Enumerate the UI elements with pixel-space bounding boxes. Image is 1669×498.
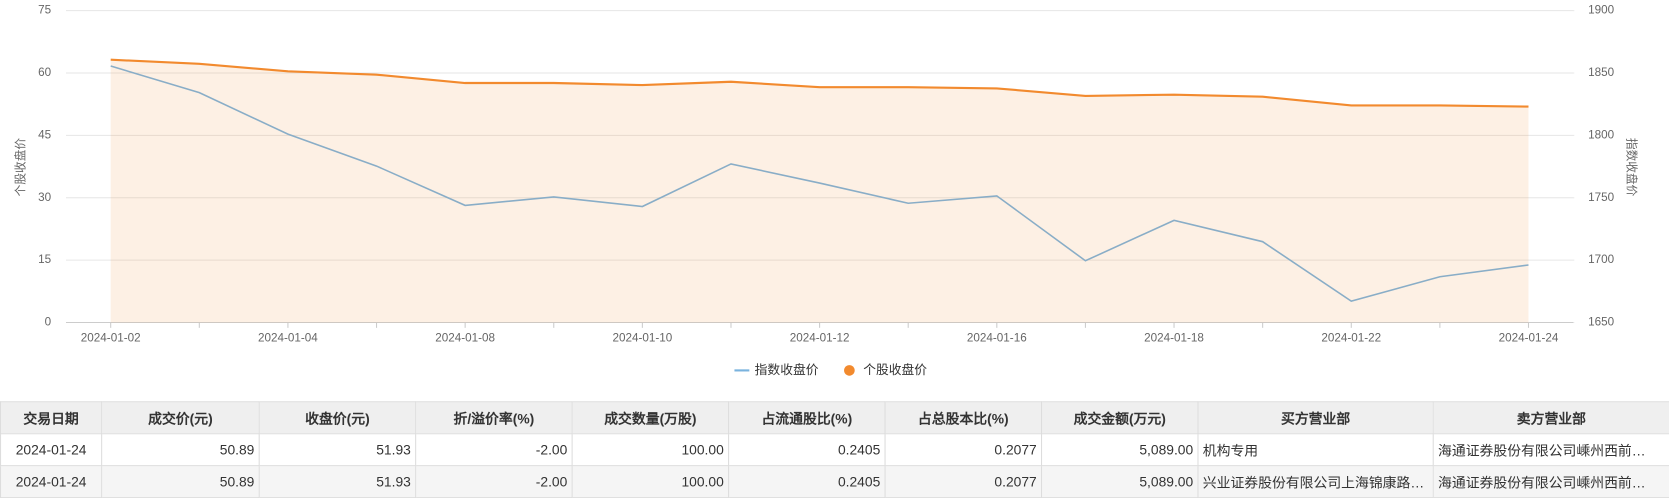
- legend-symbol: [844, 365, 855, 376]
- header-row: 交易日期 成交价(元) 收盘价(元) 折/溢价率(%) 成交数量(万股) 占流通股比(%)…: [0, 401, 1669, 435]
- column-header: 成交价(元): [101, 401, 260, 435]
- table-cell: 50.89: [101, 433, 260, 467]
- chart: 0 15 30 45 60 75 1650 1700 1750 1800 1850 1900 个股收盘价…: [13, 4, 1639, 377]
- table-cell: 0.2077: [884, 433, 1043, 467]
- y2-tick-label: 1850: [1588, 66, 1615, 79]
- y-tick-label: 15: [38, 253, 52, 266]
- table-cell: 机构专用: [1197, 433, 1434, 467]
- x-tick-label: 2024-01-02: [81, 332, 141, 345]
- legend-label: 个股收盘价: [863, 362, 927, 377]
- x-tick-label: 2024-01-18: [1144, 332, 1204, 345]
- x-tick-label: 2024-01-04: [258, 332, 318, 345]
- table-cell: 兴业证券股份有限公司上海锦康路…: [1197, 465, 1434, 498]
- table-cell: 5,089.00: [1040, 433, 1199, 467]
- x-tick-label: 2024-01-24: [1499, 332, 1559, 345]
- y-axis-label: 个股收盘价: [13, 138, 27, 197]
- x-tick-label: 2024-01-12: [790, 332, 850, 345]
- y2-tick-label: 1750: [1588, 191, 1615, 204]
- table-cell: 2024-01-24: [0, 465, 103, 498]
- column-header: 折/溢价率(%): [415, 401, 573, 435]
- legend-item: 指数收盘价: [734, 362, 819, 377]
- y-tick-label: 0: [45, 316, 52, 329]
- y2-tick-label: 1650: [1588, 316, 1615, 329]
- table-row: 2024-01-24 50.89 51.93 -2.00 100.00 0.2405 0.2…: [0, 433, 1669, 467]
- column-header: 卖方营业部: [1432, 401, 1669, 435]
- area: [110, 59, 1529, 323]
- column-header: 成交数量(万股): [571, 401, 730, 435]
- column-header: 交易日期: [0, 401, 103, 435]
- y-tick-label: 75: [38, 4, 52, 17]
- table-cell: 100.00: [571, 433, 730, 467]
- legend-item: 个股收盘价: [844, 362, 927, 377]
- table-cell: -2.00: [415, 433, 573, 467]
- x-tick-label: 2024-01-22: [1321, 332, 1381, 345]
- table-cell: 0.2077: [884, 465, 1043, 498]
- table-cell: 51.93: [258, 433, 417, 467]
- column-header: 占流通股比(%): [728, 401, 886, 435]
- line: [110, 58, 1529, 108]
- trade-table: 交易日期 成交价(元) 收盘价(元) 折/溢价率(%) 成交数量(万股) 占流通股比(%)…: [0, 401, 1669, 498]
- line: [110, 65, 1529, 303]
- table-cell: 海通证券股份有限公司嵊州西前…: [1432, 433, 1669, 467]
- table-cell: 0.2405: [728, 465, 886, 498]
- column-header: 买方营业部: [1197, 401, 1434, 435]
- y2-axis-label: 指数收盘价: [1625, 138, 1639, 197]
- table-cell: -2.00: [415, 465, 573, 498]
- y-tick-label: 60: [38, 66, 52, 79]
- legend-label: 指数收盘价: [755, 362, 819, 377]
- table-cell: 100.00: [571, 465, 730, 498]
- y2-tick-label: 1900: [1588, 4, 1615, 17]
- y-tick-label: 45: [38, 128, 52, 141]
- table-cell: 2024-01-24: [0, 433, 103, 467]
- table-cell: 5,089.00: [1040, 465, 1199, 498]
- y2-tick-label: 1800: [1588, 128, 1615, 141]
- x-tick-label: 2024-01-10: [612, 332, 672, 345]
- x-tick-label: 2024-01-16: [967, 332, 1027, 345]
- x-tick-label: 2024-01-08: [435, 332, 495, 345]
- column-header: 收盘价(元): [258, 401, 417, 435]
- table-cell: 0.2405: [728, 433, 886, 467]
- y2-tick-label: 1700: [1588, 253, 1615, 266]
- table-cell: 海通证券股份有限公司嵊州西前…: [1432, 465, 1669, 498]
- table-cell: 50.89: [101, 465, 260, 498]
- y-tick-label: 30: [38, 191, 52, 204]
- legend: 指数收盘价 个股收盘价: [734, 362, 927, 377]
- table-cell: 51.93: [258, 465, 417, 498]
- column-header: 成交金额(万元): [1040, 401, 1199, 435]
- column-header: 占总股本比(%): [884, 401, 1043, 435]
- table-row: 2024-01-24 50.89 51.93 -2.00 100.00 0.2405 0.2…: [0, 465, 1669, 498]
